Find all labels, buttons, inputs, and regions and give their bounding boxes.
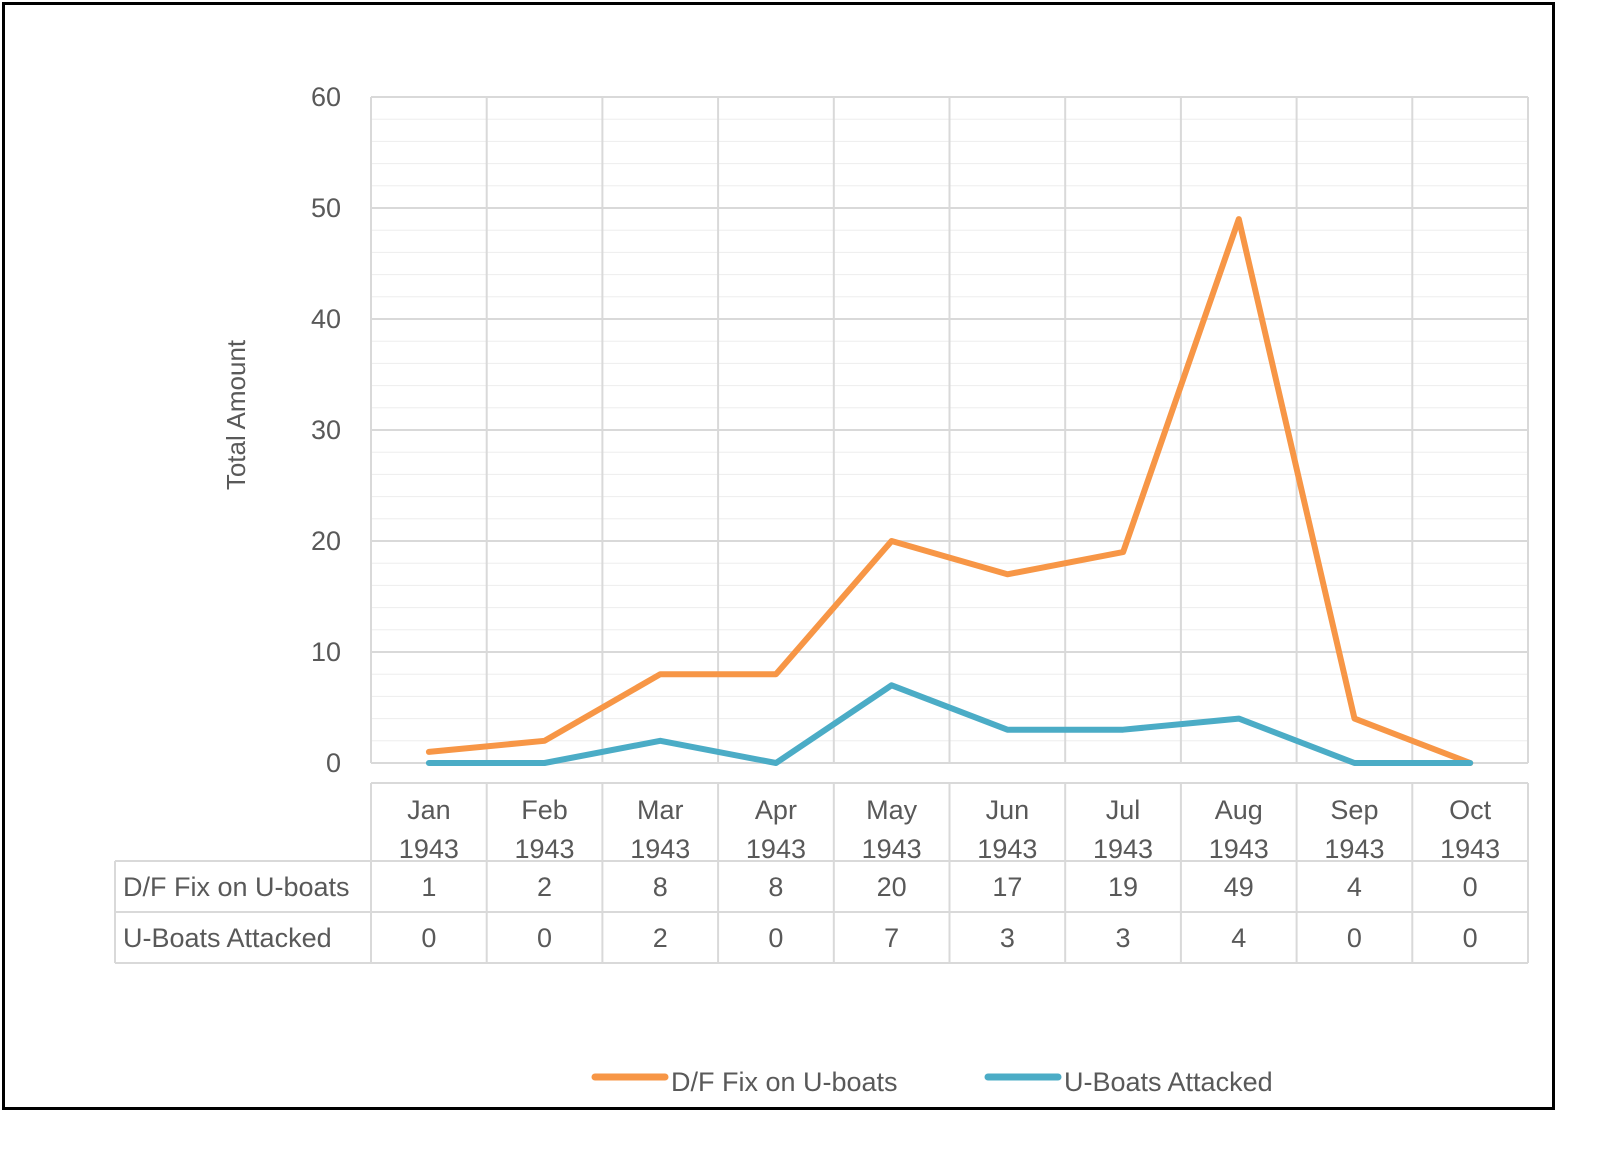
- table-cell-value: 2: [537, 872, 552, 902]
- table-cell-value: 0: [768, 923, 783, 953]
- chart-frame: 0 10 20 30 40 50 60 Total Amount Jan 1943 Feb 194…: [2, 2, 1555, 1110]
- x-tick-label-month: Sep: [1330, 795, 1378, 825]
- y-tick-label: 60: [311, 82, 341, 112]
- table-cell-value: 3: [1116, 923, 1131, 953]
- x-tick-label-month: Jan: [407, 795, 451, 825]
- legend: D/F Fix on U-boats U-Boats Attacked: [591, 1067, 1273, 1097]
- table-cell-value: 2: [653, 923, 668, 953]
- y-tick-label: 30: [311, 415, 341, 445]
- x-tick-label-month: Feb: [521, 795, 568, 825]
- table-row-header: U-Boats Attacked: [123, 923, 332, 953]
- legend-label: U-Boats Attacked: [1064, 1067, 1273, 1097]
- gridlines: [370, 96, 1529, 764]
- table-cell-value: 3: [1000, 923, 1015, 953]
- table-cell-value: 49: [1224, 872, 1254, 902]
- table-cell-value: 0: [537, 923, 552, 953]
- x-tick-label-month: Apr: [755, 795, 797, 825]
- table-cell-value: 19: [1108, 872, 1138, 902]
- x-tick-label-month: Jun: [986, 795, 1030, 825]
- x-tick-label-year: 1943: [515, 834, 575, 864]
- table-cell-value: 4: [1347, 872, 1362, 902]
- y-tick-label: 40: [311, 304, 341, 334]
- y-tick-label: 50: [311, 193, 341, 223]
- table-cell-value: 8: [653, 872, 668, 902]
- x-tick-label-year: 1943: [399, 834, 459, 864]
- data-table: Jan1943Feb1943Mar1943Apr1943May1943Jun19…: [114, 782, 1529, 964]
- x-tick-label-year: 1943: [630, 834, 690, 864]
- x-tick-label-year: 1943: [862, 834, 922, 864]
- x-tick-label-month: Jul: [1106, 795, 1141, 825]
- x-tick-label-year: 1943: [1093, 834, 1153, 864]
- series-lines: [425, 216, 1474, 766]
- table-cell-value: 0: [1347, 923, 1362, 953]
- x-tick-label-year: 1943: [1440, 834, 1500, 864]
- series-line: [425, 682, 1474, 766]
- table-cell-value: 1: [421, 872, 436, 902]
- table-cell-value: 7: [884, 923, 899, 953]
- table-cell-value: 17: [992, 872, 1022, 902]
- x-tick-label-month: Oct: [1449, 795, 1492, 825]
- y-tick-label: 20: [311, 526, 341, 556]
- y-tick-label: 10: [311, 637, 341, 667]
- table-cell-value: 4: [1231, 923, 1246, 953]
- series-line: [425, 216, 1474, 766]
- legend-label: D/F Fix on U-boats: [671, 1067, 898, 1097]
- x-tick-label-year: 1943: [1209, 834, 1269, 864]
- table-row-header: D/F Fix on U-boats: [123, 872, 350, 902]
- table-cell-value: 8: [768, 872, 783, 902]
- x-tick-label-month: Aug: [1215, 795, 1263, 825]
- x-tick-label-month: May: [866, 795, 918, 825]
- table-cell-value: 0: [421, 923, 436, 953]
- table-cell-value: 0: [1463, 923, 1478, 953]
- table-cell-value: 0: [1463, 872, 1478, 902]
- table-cell-value: 20: [877, 872, 907, 902]
- y-axis-title: Total Amount: [221, 339, 251, 490]
- y-axis-tick-labels: 0 10 20 30 40 50 60: [311, 82, 341, 778]
- x-tick-label-year: 1943: [977, 834, 1037, 864]
- y-tick-label: 0: [326, 748, 341, 778]
- x-tick-label-year: 1943: [1324, 834, 1384, 864]
- x-tick-label-month: Mar: [637, 795, 684, 825]
- x-tick-label-year: 1943: [746, 834, 806, 864]
